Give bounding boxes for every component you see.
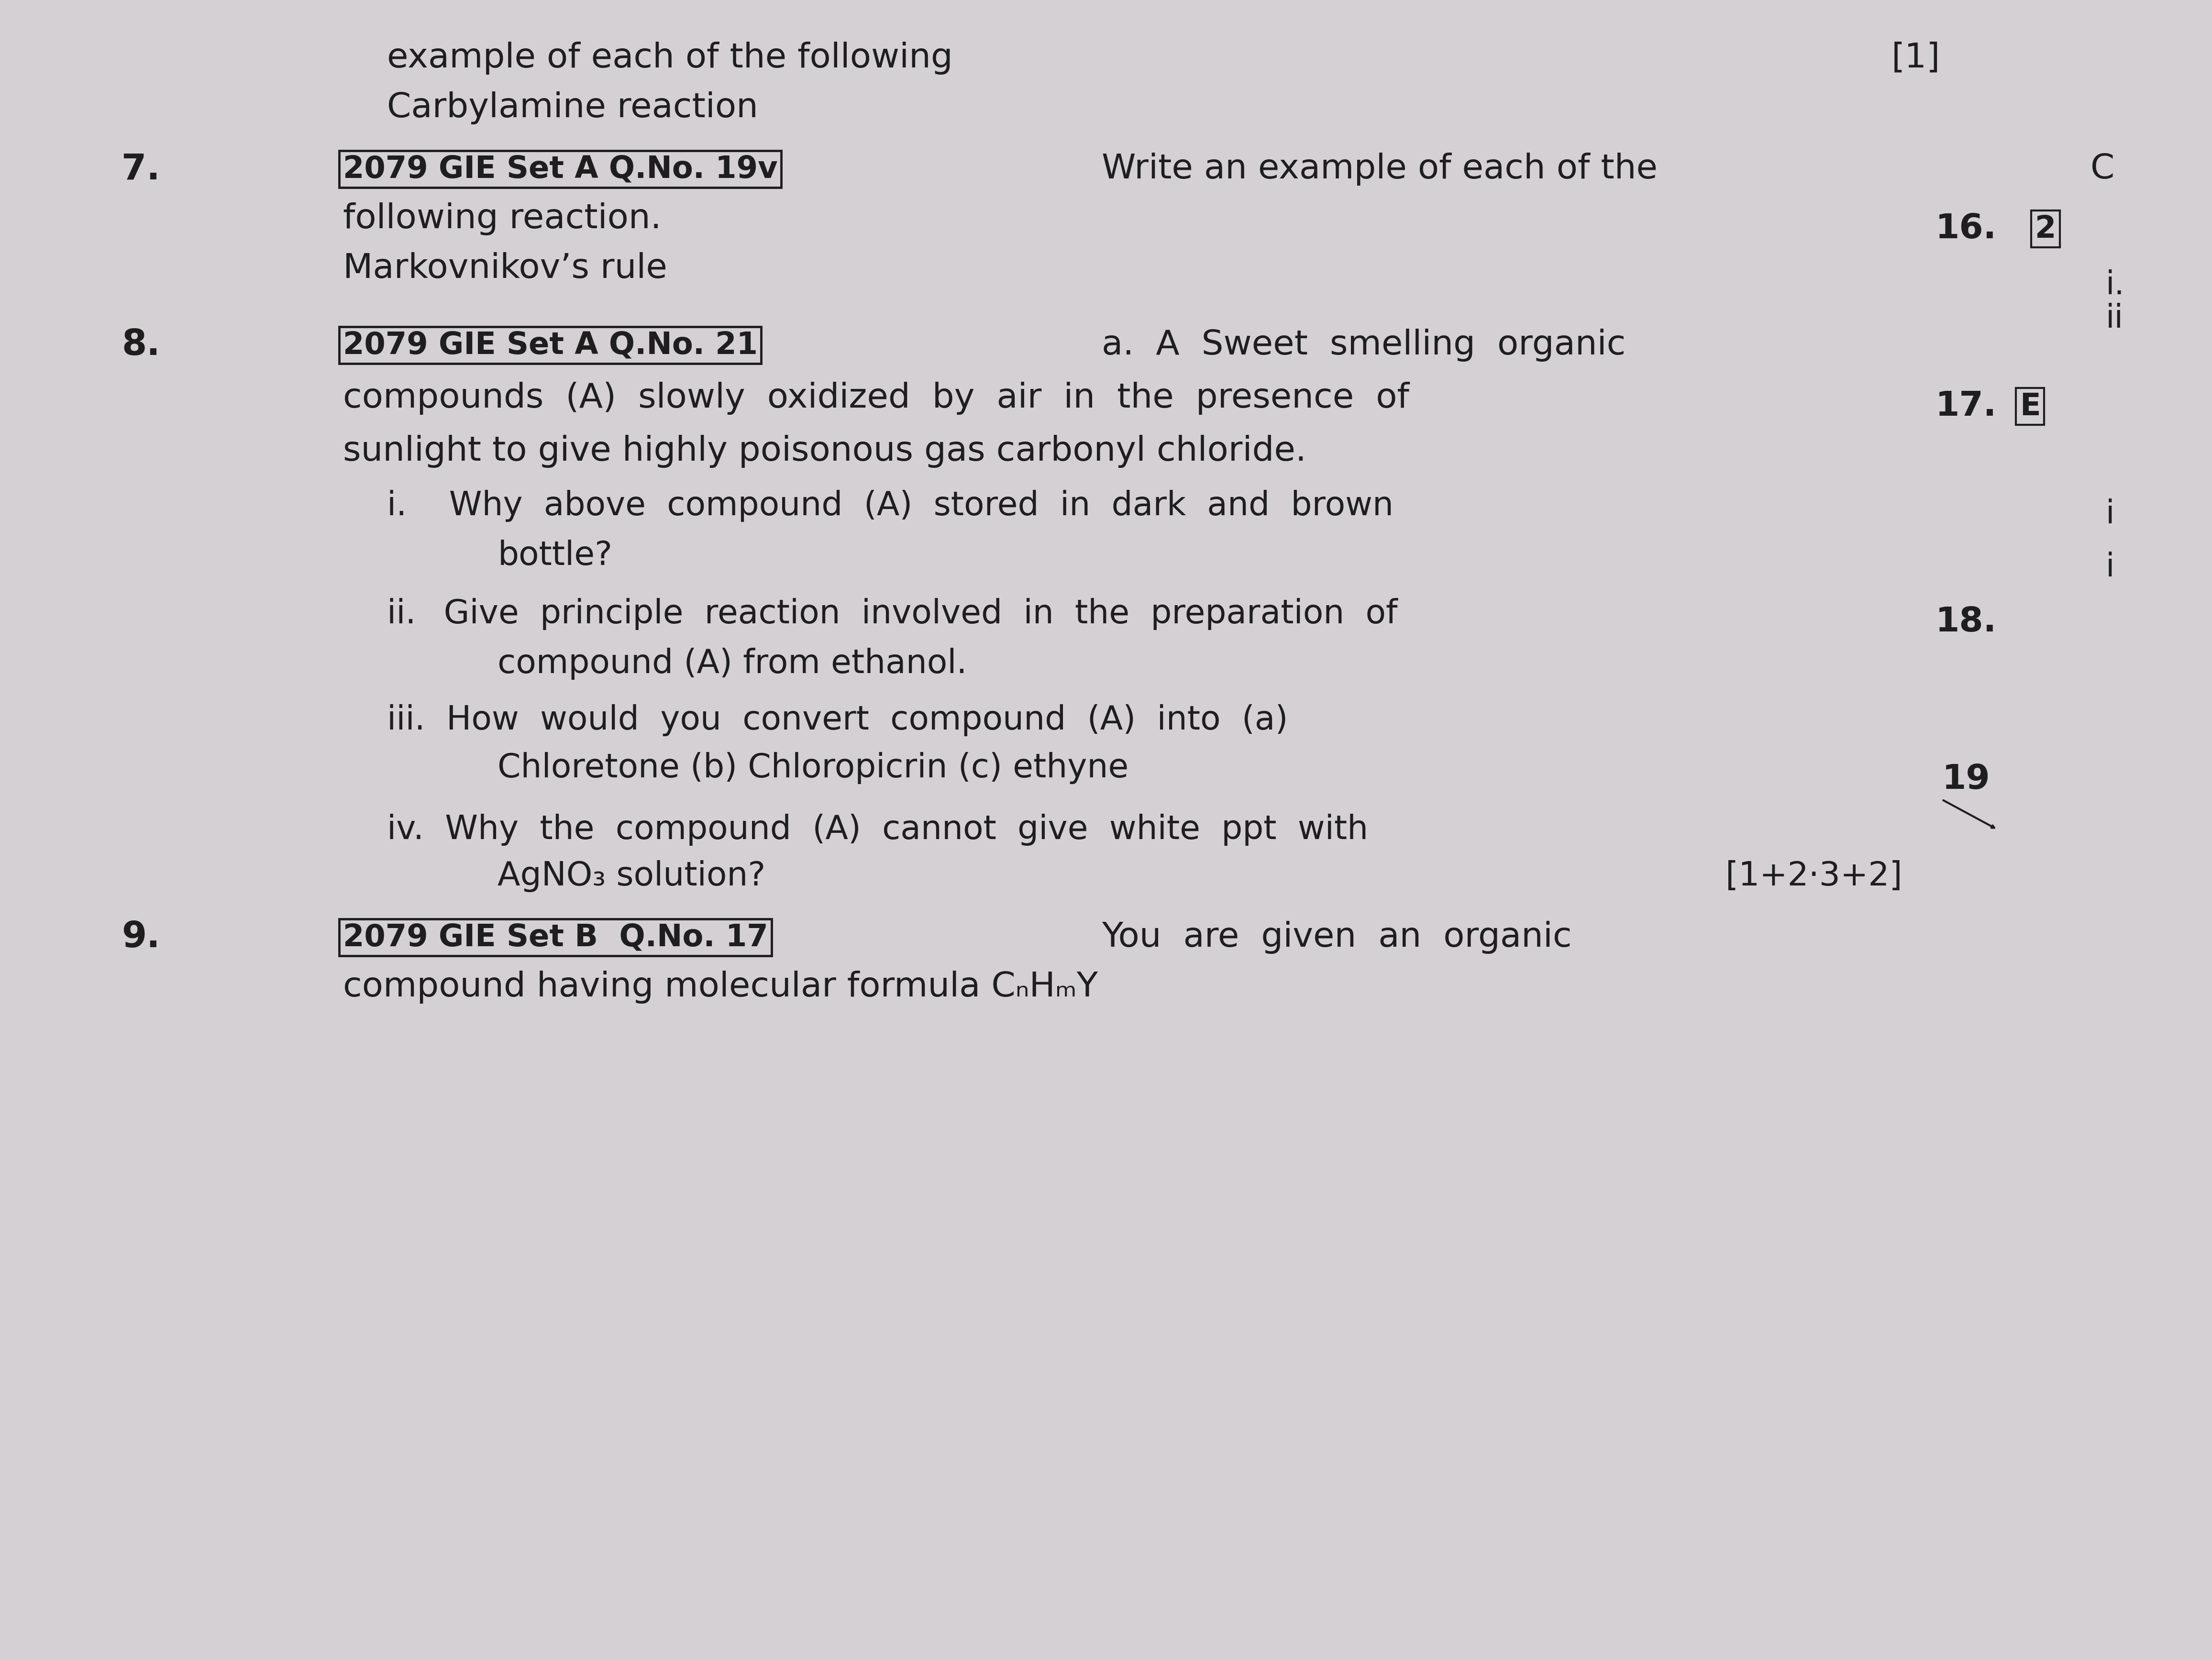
Text: Write an example of each of the: Write an example of each of the	[1102, 153, 1657, 186]
Text: 2: 2	[2035, 214, 2057, 244]
Text: example of each of the following: example of each of the following	[387, 41, 953, 75]
Text: compound (A) from ethanol.: compound (A) from ethanol.	[498, 647, 967, 680]
Text: a.  A  Sweet  smelling  organic: a. A Sweet smelling organic	[1102, 328, 1626, 362]
Text: i.    Why  above  compound  (A)  stored  in  dark  and  brown: i. Why above compound (A) stored in dark…	[387, 489, 1394, 523]
Text: compounds  (A)  slowly  oxidized  by  air  in  the  presence  of: compounds (A) slowly oxidized by air in …	[343, 382, 1409, 415]
Text: You  are  given  an  organic: You are given an organic	[1102, 921, 1573, 954]
Text: ii: ii	[2106, 302, 2124, 335]
Text: following reaction.: following reaction.	[343, 202, 661, 236]
Text: C: C	[2090, 153, 2115, 186]
Text: Carbylamine reaction: Carbylamine reaction	[387, 91, 759, 124]
Text: 8.: 8.	[122, 327, 159, 363]
Text: 2079 GIE Set B  Q.No. 17: 2079 GIE Set B Q.No. 17	[343, 922, 768, 952]
Text: iii.  How  would  you  convert  compound  (A)  into  (a): iii. How would you convert compound (A) …	[387, 703, 1287, 737]
Text: i: i	[2106, 498, 2115, 531]
Text: 2079 GIE Set A Q.No. 19v: 2079 GIE Set A Q.No. 19v	[343, 154, 779, 184]
Text: sunlight to give highly poisonous gas carbonyl chloride.: sunlight to give highly poisonous gas ca…	[343, 435, 1307, 468]
Text: 2079 GIE Set A Q.No. 21: 2079 GIE Set A Q.No. 21	[343, 330, 757, 360]
Text: ii.   Give  principle  reaction  involved  in  the  preparation  of: ii. Give principle reaction involved in …	[387, 597, 1398, 630]
Text: Markovnikov’s rule: Markovnikov’s rule	[343, 252, 668, 285]
Text: 7.: 7.	[122, 151, 159, 187]
Text: i: i	[2106, 551, 2115, 584]
Text: i.: i.	[2106, 269, 2126, 302]
Text: 9.: 9.	[122, 919, 159, 956]
Text: Chloretone (b) Chloropicrin (c) ethyne: Chloretone (b) Chloropicrin (c) ethyne	[498, 752, 1128, 785]
Text: AgNO₃ solution?: AgNO₃ solution?	[498, 859, 765, 893]
Text: 17.: 17.	[1936, 390, 1997, 423]
Text: 16.: 16.	[1936, 212, 1997, 246]
Text: 18.: 18.	[1936, 606, 1997, 639]
Text: [1+2·3+2]: [1+2·3+2]	[1725, 859, 1902, 893]
Text: compound having molecular formula CₙHₘY: compound having molecular formula CₙHₘY	[343, 971, 1097, 1004]
Text: bottle?: bottle?	[498, 539, 613, 572]
Text: iv.  Why  the  compound  (A)  cannot  give  white  ppt  with: iv. Why the compound (A) cannot give whi…	[387, 813, 1369, 846]
Text: 19: 19	[1942, 763, 1991, 796]
Text: E: E	[2020, 392, 2039, 421]
Text: [1]: [1]	[1891, 41, 1940, 75]
